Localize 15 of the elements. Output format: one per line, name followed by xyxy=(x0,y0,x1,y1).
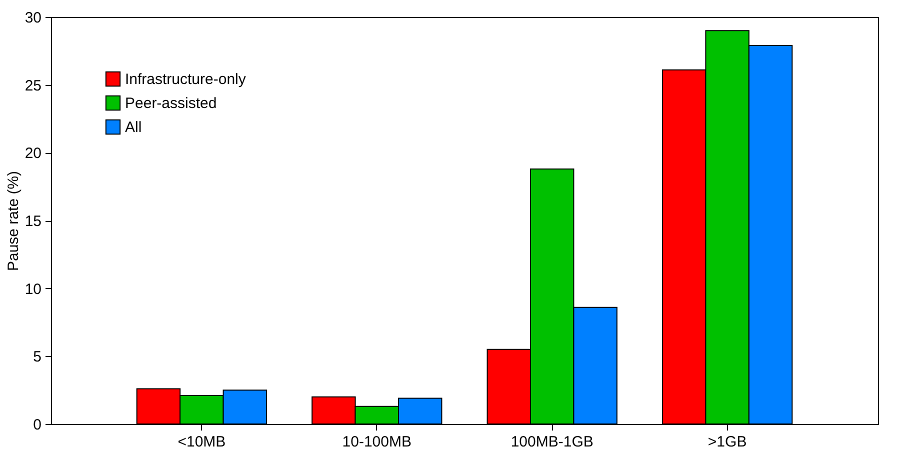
y-tick-label: 10 xyxy=(24,280,42,298)
y-tick-label: 20 xyxy=(24,145,42,162)
x-tick-label: 100MB-1GB xyxy=(510,434,594,450)
x-tick-label: <10MB xyxy=(178,434,226,450)
legend-label: Infrastructure-only xyxy=(125,71,246,88)
legend-label: All xyxy=(125,119,142,136)
x-tick-label: >1GB xyxy=(708,434,747,450)
x-tick-label: 10-100MB xyxy=(342,434,412,450)
y-tick-label: 5 xyxy=(33,348,42,366)
y-axis-title: Pause rate (%) xyxy=(4,170,22,272)
y-tick-label: 0 xyxy=(33,416,42,434)
legend-label: Peer-assisted xyxy=(125,95,217,112)
y-tick-label: 30 xyxy=(24,10,42,26)
y-tick-label: 15 xyxy=(24,213,42,230)
y-tick-label: 25 xyxy=(24,77,42,94)
